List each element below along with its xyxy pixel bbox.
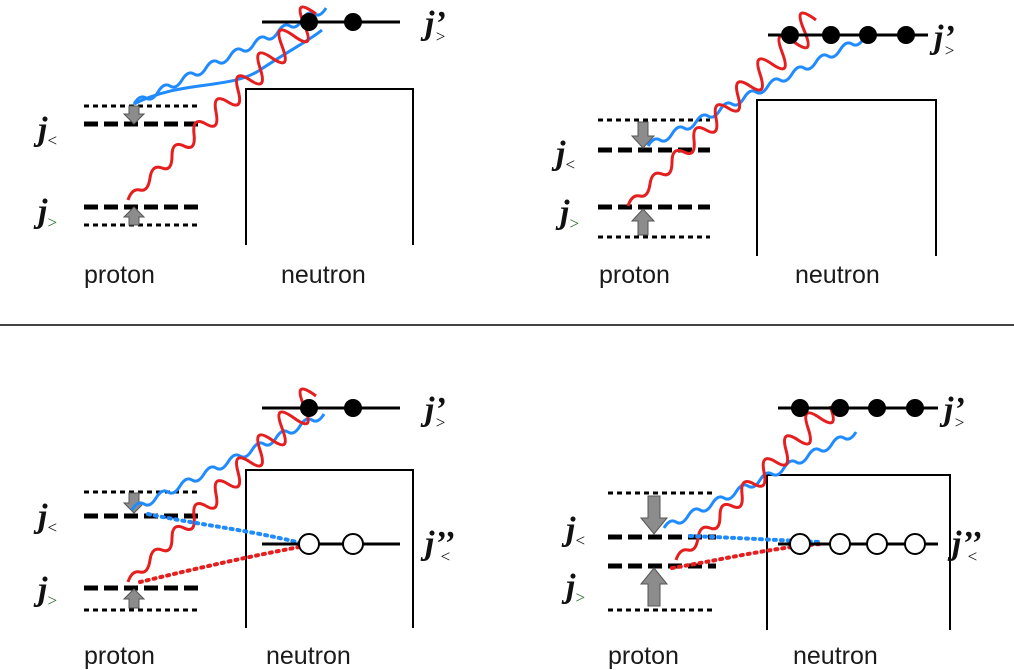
neutron-filled <box>859 26 877 44</box>
neutron-filled <box>831 399 849 417</box>
label-j-greater: j> <box>33 571 57 610</box>
neutron-filled <box>791 399 809 417</box>
neutron-hole <box>829 533 851 555</box>
label-jdprime-less: j’’< <box>420 525 455 566</box>
down-arrow-icon <box>630 121 656 149</box>
label-proton: proton <box>84 261 155 289</box>
label-proton: proton <box>84 642 155 670</box>
blue-tensor-wave-ripple <box>646 37 866 147</box>
label-j-greater: j> <box>33 193 57 232</box>
red-tensor-wave <box>126 387 317 583</box>
blue-tensor-wave-ripple <box>130 413 326 511</box>
neutron-well <box>245 469 414 628</box>
label-jdprime-less: j’’< <box>947 525 982 566</box>
label-j-less: j< <box>561 511 585 550</box>
label-proton: proton <box>608 642 679 670</box>
blue-tensor-wave <box>133 28 323 106</box>
neutron-filled <box>344 399 362 417</box>
label-j-less: j< <box>33 111 57 150</box>
neutron-filled <box>897 26 915 44</box>
neutron-filled <box>822 26 840 44</box>
down-arrow-icon <box>122 492 146 514</box>
neutron-filled <box>344 13 362 31</box>
up-arrow-icon <box>122 588 146 609</box>
neutron-well <box>756 99 937 256</box>
neutron-hole <box>789 533 811 555</box>
label-neutron: neutron <box>795 261 880 289</box>
neutron-filled <box>906 399 924 417</box>
up-arrow-icon <box>122 206 146 226</box>
panel-top-left: j< j> j’> proton neutron <box>33 5 446 289</box>
label-j-less: j< <box>551 135 575 174</box>
neutron-hole <box>342 533 364 555</box>
panel-bottom-right: j< j> j’> j’’< proton neutron <box>561 391 982 670</box>
up-arrow-icon <box>630 208 656 236</box>
label-jprime-greater: j’> <box>929 19 955 60</box>
label-jprime-greater: j’> <box>939 391 965 432</box>
label-j-greater: j> <box>555 194 579 233</box>
neutron-hole <box>298 533 320 555</box>
neutron-well <box>766 474 951 630</box>
label-neutron: neutron <box>793 642 878 670</box>
label-j-less: j< <box>33 498 57 537</box>
panel-top-right: j< j> j’> proton neutron <box>551 11 955 289</box>
blue-dotted-exchange <box>146 512 307 546</box>
blue-tensor-wave-ripple <box>662 431 858 529</box>
neutron-filled <box>300 399 318 417</box>
red-tensor-wave <box>126 5 317 201</box>
blue-tensor-wave-ripple <box>132 7 328 105</box>
label-j-greater: j> <box>561 568 585 607</box>
neutron-filled <box>868 399 886 417</box>
down-arrow-icon <box>639 495 669 535</box>
down-arrow-icon <box>122 105 146 125</box>
neutron-hole <box>904 533 926 555</box>
red-tensor-wave <box>674 405 835 561</box>
label-neutron: neutron <box>266 642 351 670</box>
label-jprime-greater: j’> <box>420 5 446 46</box>
red-dotted-exchange <box>138 544 307 584</box>
neutron-filled <box>781 26 799 44</box>
label-jprime-greater: j’> <box>420 391 446 432</box>
up-arrow-icon <box>639 567 669 607</box>
label-proton: proton <box>599 261 670 289</box>
red-tensor-wave <box>626 11 817 207</box>
neutron-hole <box>866 533 888 555</box>
neutron-well <box>245 88 414 245</box>
label-neutron: neutron <box>281 261 366 289</box>
panel-bottom-left: j< j> j’> j’’< proton neutron <box>33 387 455 670</box>
neutron-filled <box>300 13 318 31</box>
